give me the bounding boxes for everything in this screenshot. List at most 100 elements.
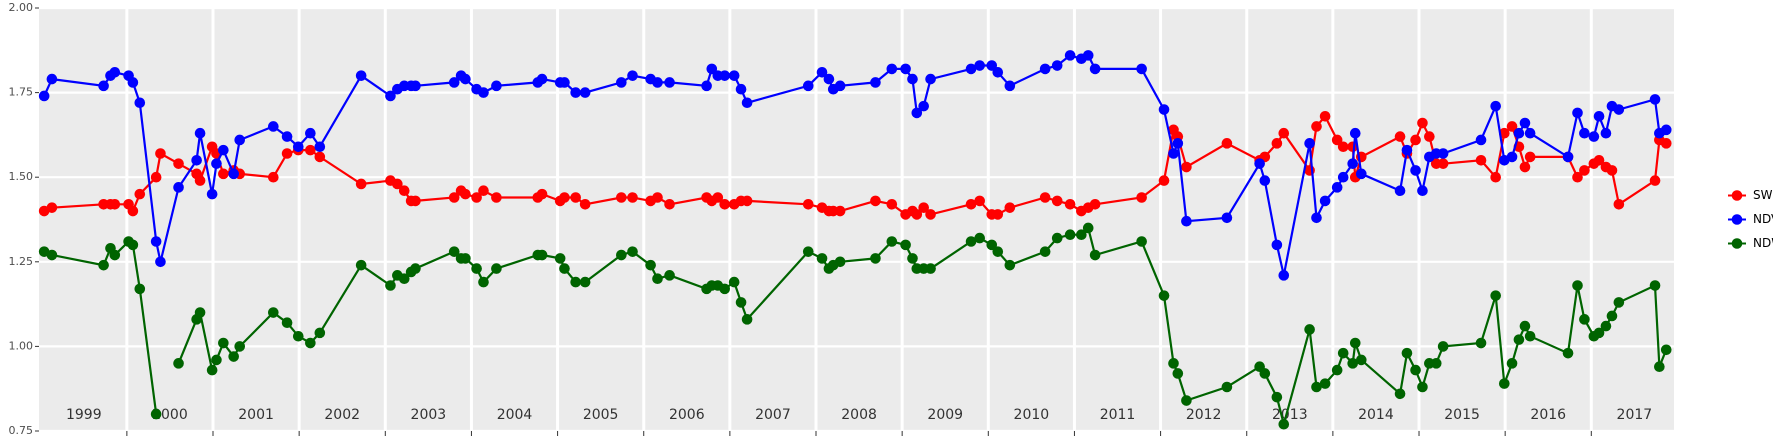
point	[1304, 324, 1315, 335]
point	[355, 259, 367, 271]
point	[1593, 154, 1605, 166]
point	[1579, 165, 1590, 176]
point	[1278, 418, 1290, 430]
point	[1660, 124, 1672, 136]
point	[398, 273, 410, 285]
point	[234, 134, 246, 146]
point	[1613, 297, 1625, 308]
point	[46, 202, 58, 213]
point	[127, 239, 139, 251]
point	[1490, 171, 1501, 183]
point	[965, 198, 977, 210]
year-label: 2004	[497, 407, 533, 423]
point	[1588, 131, 1600, 142]
point	[410, 80, 421, 92]
point	[652, 77, 663, 88]
point	[664, 198, 675, 210]
point	[834, 80, 846, 92]
point	[570, 192, 581, 203]
point	[1089, 63, 1101, 75]
point	[1572, 107, 1583, 119]
point	[579, 276, 591, 288]
point	[491, 263, 502, 274]
point	[127, 205, 139, 217]
point	[228, 168, 239, 180]
point	[1490, 100, 1501, 112]
point	[974, 232, 985, 244]
point	[1600, 320, 1612, 332]
point	[900, 63, 911, 75]
point	[911, 107, 923, 119]
point	[491, 192, 502, 203]
legend-key	[1731, 238, 1743, 249]
point	[191, 154, 202, 166]
point	[478, 185, 489, 197]
point	[1410, 134, 1421, 146]
point	[1600, 127, 1612, 139]
point	[579, 87, 591, 98]
point	[292, 141, 304, 153]
point	[1649, 175, 1661, 186]
point	[46, 73, 58, 85]
point	[1519, 161, 1531, 173]
point	[1051, 195, 1063, 207]
point	[1490, 290, 1501, 301]
point	[554, 253, 566, 264]
point	[1437, 148, 1449, 159]
point	[448, 246, 460, 257]
year-label: 2008	[841, 407, 877, 423]
point	[155, 256, 166, 268]
y-tick-label: 1.25	[9, 255, 34, 268]
point	[491, 80, 502, 92]
point	[823, 73, 835, 85]
point	[1278, 127, 1290, 139]
point	[536, 73, 548, 85]
point	[1506, 121, 1518, 132]
point	[1082, 222, 1094, 234]
point	[1136, 63, 1147, 75]
point	[281, 148, 293, 159]
point	[652, 273, 663, 285]
point	[1337, 141, 1349, 153]
point	[1172, 368, 1184, 379]
year-label: 2002	[324, 407, 360, 423]
point	[1271, 239, 1283, 251]
point	[1221, 212, 1233, 224]
point	[1136, 192, 1147, 203]
point	[410, 195, 421, 207]
point	[712, 192, 724, 203]
point	[314, 141, 326, 153]
point	[1401, 347, 1413, 359]
point	[741, 97, 753, 109]
point	[570, 87, 581, 98]
year-label: 2013	[1272, 407, 1308, 423]
point	[1606, 165, 1618, 176]
y-tick-label: 0.75	[9, 424, 34, 437]
point	[150, 408, 162, 420]
year-label: 2003	[411, 407, 447, 423]
point	[1506, 358, 1518, 369]
year-label: 1999	[66, 407, 102, 423]
point	[292, 330, 304, 342]
year-label: 2005	[583, 407, 619, 423]
point	[218, 168, 229, 180]
point	[918, 100, 929, 112]
point	[155, 148, 166, 159]
point	[1347, 158, 1358, 169]
point	[268, 121, 279, 132]
point	[1524, 330, 1536, 342]
point	[1337, 347, 1349, 359]
point	[616, 249, 627, 261]
point	[1660, 344, 1672, 356]
point	[1076, 229, 1087, 241]
point	[992, 66, 1004, 78]
point	[1331, 134, 1343, 146]
point	[1437, 158, 1449, 169]
point	[194, 307, 206, 318]
point	[907, 253, 918, 264]
point	[1051, 60, 1063, 71]
point	[1064, 229, 1076, 241]
point	[616, 192, 627, 203]
point	[392, 178, 403, 190]
